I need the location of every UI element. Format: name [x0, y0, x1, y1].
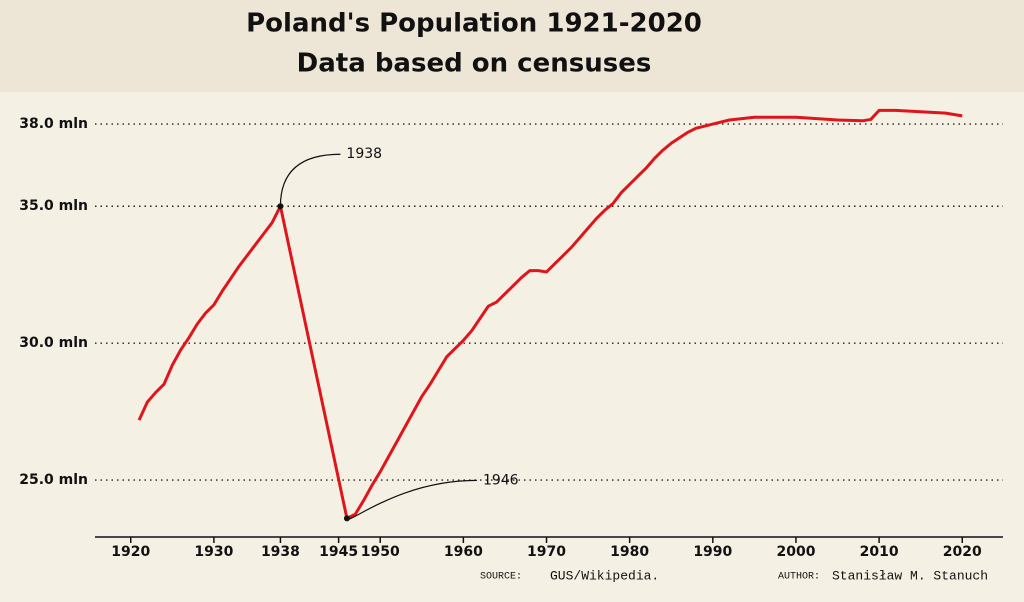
- x-tick-label: 1920: [111, 544, 150, 560]
- x-tick-label: 2020: [943, 544, 982, 560]
- x-tick-label: 2010: [860, 544, 899, 560]
- annotation-label: 1938: [346, 146, 382, 162]
- title-band: [0, 0, 1024, 92]
- y-tick-label: 38.0 mln: [19, 116, 88, 132]
- annotation-label: 1946: [483, 472, 519, 488]
- x-tick-label: 1980: [610, 544, 649, 560]
- x-tick-label: 1960: [444, 544, 483, 560]
- chart-title: Poland's Population 1921-2020: [246, 9, 702, 39]
- annotation-arrow: [279, 153, 341, 207]
- annotation-dot: [343, 515, 350, 522]
- y-tick-label: 30.0 mln: [19, 335, 88, 351]
- x-tick-label: 1950: [361, 544, 400, 560]
- source: GUS/Wikipedia.: [550, 568, 659, 583]
- line-series: [137, 108, 963, 520]
- x-tick-label: 1970: [527, 544, 566, 560]
- annotation-arrow: [346, 479, 477, 520]
- author: Stanisław M. Stanuch: [832, 568, 988, 583]
- source-label: SOURCE:: [480, 572, 522, 583]
- author-label: AUTHOR:: [778, 572, 820, 583]
- x-tick-label: 2000: [776, 544, 815, 560]
- y-tick-label: 25.0 mln: [19, 472, 88, 488]
- x-tick-label: 1930: [194, 544, 233, 560]
- y-tick-label: 35.0 mln: [19, 198, 88, 214]
- x-tick-label: 1990: [693, 544, 732, 560]
- chart-subtitle: Data based on censuses: [297, 49, 652, 79]
- annotation-dot: [277, 203, 284, 210]
- x-tick-label: 1938: [261, 544, 300, 560]
- x-tick-label: 1945: [319, 544, 358, 560]
